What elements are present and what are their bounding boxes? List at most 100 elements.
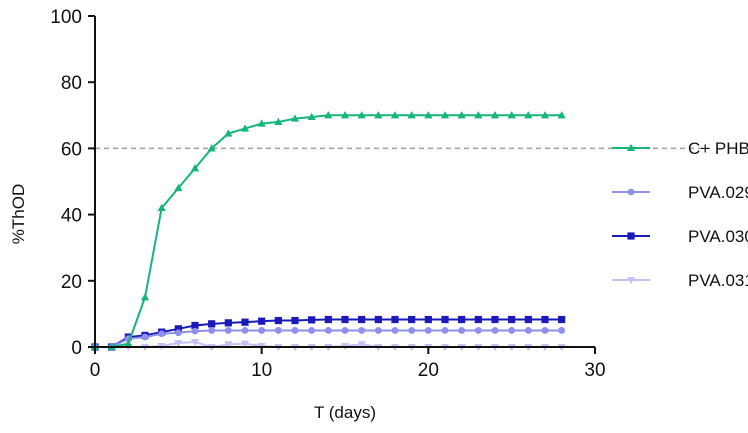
data-point-c-phb xyxy=(324,111,333,119)
legend-item-pva-030: PVA.030 xyxy=(612,227,748,246)
data-point-pva-029 xyxy=(291,327,299,334)
legend-label: C+ PHB xyxy=(688,139,748,158)
data-point-c-phb xyxy=(407,111,416,119)
data-point-pva-029 xyxy=(324,327,332,334)
data-point-c-phb xyxy=(140,293,150,301)
data-point-pva-030 xyxy=(508,315,516,324)
data-point-pva-029 xyxy=(558,327,566,334)
data-point-c-phb xyxy=(474,111,483,119)
data-point-c-phb xyxy=(540,111,550,119)
data-point-c-phb xyxy=(490,111,500,119)
y-tick-label: 80 xyxy=(61,73,82,94)
data-point-pva-030 xyxy=(474,315,482,324)
data-point-c-phb xyxy=(274,117,283,125)
data-point-pva-030 xyxy=(374,315,382,324)
data-point-pva-029 xyxy=(174,329,182,337)
data-point-pva-029 xyxy=(141,333,149,341)
data-point-pva-029 xyxy=(274,327,282,334)
data-point-pva-030 xyxy=(358,315,366,324)
legend-label: PVA.031 xyxy=(688,271,748,290)
data-point-c-phb xyxy=(157,203,166,212)
data-point-pva-029 xyxy=(458,327,466,334)
data-point-pva-029 xyxy=(424,327,432,334)
data-point-pva-029 xyxy=(374,327,382,334)
data-point-pva-030 xyxy=(174,325,182,333)
data-point-pva-030 xyxy=(391,315,399,324)
legend-marker xyxy=(626,143,636,152)
data-point-pva-030 xyxy=(424,315,432,324)
data-point-pva-029 xyxy=(541,327,549,334)
x-tick-label: 30 xyxy=(584,360,605,381)
data-point-c-phb xyxy=(374,111,383,119)
data-point-pva-030 xyxy=(441,315,449,324)
data-point-pva-030 xyxy=(324,315,332,324)
data-point-pva-030 xyxy=(208,320,216,328)
series-c-phb xyxy=(90,111,566,351)
y-tick-label: 20 xyxy=(61,272,82,293)
data-point-pva-029 xyxy=(408,327,416,334)
data-point-pva-031 xyxy=(240,340,250,348)
data-point-pva-029 xyxy=(474,327,482,334)
data-point-pva-029 xyxy=(258,327,266,334)
y-axis-title: %ThOD xyxy=(9,184,28,244)
y-tick-label: 40 xyxy=(61,206,82,227)
data-point-c-phb xyxy=(390,111,400,119)
series-pva-029 xyxy=(91,327,566,351)
y-tick-label: 60 xyxy=(61,139,82,160)
data-point-pva-030 xyxy=(524,315,532,324)
data-point-pva-030 xyxy=(274,316,282,325)
data-point-pva-030 xyxy=(341,315,349,324)
data-point-pva-030 xyxy=(308,316,316,324)
data-point-pva-029 xyxy=(191,327,199,335)
legend-label: PVA.030 xyxy=(688,227,748,246)
data-point-pva-029 xyxy=(491,327,499,334)
x-tick-label: 20 xyxy=(418,360,439,381)
data-point-pva-030 xyxy=(541,315,549,324)
data-point-c-phb xyxy=(524,111,533,119)
legend-label: PVA.029 xyxy=(688,183,748,202)
data-point-c-phb xyxy=(207,144,216,152)
legend-item-pva-031: PVA.031 xyxy=(612,271,748,290)
data-point-c-phb xyxy=(307,112,316,121)
data-point-c-phb xyxy=(440,111,450,119)
data-point-pva-031 xyxy=(190,338,200,347)
data-point-c-phb xyxy=(290,114,300,122)
data-point-pva-029 xyxy=(241,327,249,334)
data-point-c-phb xyxy=(257,119,266,127)
data-point-pva-029 xyxy=(358,327,366,334)
data-point-c-phb xyxy=(507,111,516,119)
data-point-pva-030 xyxy=(458,315,466,324)
data-point-pva-029 xyxy=(158,330,166,338)
data-point-pva-029 xyxy=(224,327,232,334)
x-axis-title: T (days) xyxy=(314,403,376,422)
data-point-pva-030 xyxy=(291,316,299,325)
data-point-pva-030 xyxy=(241,318,249,326)
legend-item-c-phb: C+ PHB xyxy=(612,139,748,158)
data-point-c-phb xyxy=(174,183,183,192)
data-point-c-phb xyxy=(357,111,366,119)
data-point-pva-030 xyxy=(191,321,199,330)
legend-marker xyxy=(627,188,635,196)
data-point-pva-029 xyxy=(208,327,216,334)
legend-marker xyxy=(627,232,635,240)
series-pva-031 xyxy=(90,338,566,352)
data-point-c-phb xyxy=(224,129,233,137)
data-point-pva-030 xyxy=(491,315,499,324)
data-point-pva-030 xyxy=(408,315,416,324)
data-point-pva-029 xyxy=(441,327,449,334)
data-point-pva-029 xyxy=(308,327,316,334)
data-point-c-phb xyxy=(457,111,466,119)
data-point-pva-029 xyxy=(341,327,349,334)
data-point-pva-031 xyxy=(224,341,233,349)
data-point-pva-029 xyxy=(508,327,516,334)
series-pva-030 xyxy=(91,315,566,351)
data-point-pva-030 xyxy=(258,317,266,325)
data-point-pva-029 xyxy=(524,327,532,334)
series-line-c-phb xyxy=(95,114,562,348)
data-point-c-phb xyxy=(124,339,133,347)
y-tick-label: 100 xyxy=(50,7,82,28)
data-point-pva-029 xyxy=(391,327,399,334)
data-point-c-phb xyxy=(190,164,200,172)
legend-item-pva-029: PVA.029 xyxy=(612,183,748,202)
